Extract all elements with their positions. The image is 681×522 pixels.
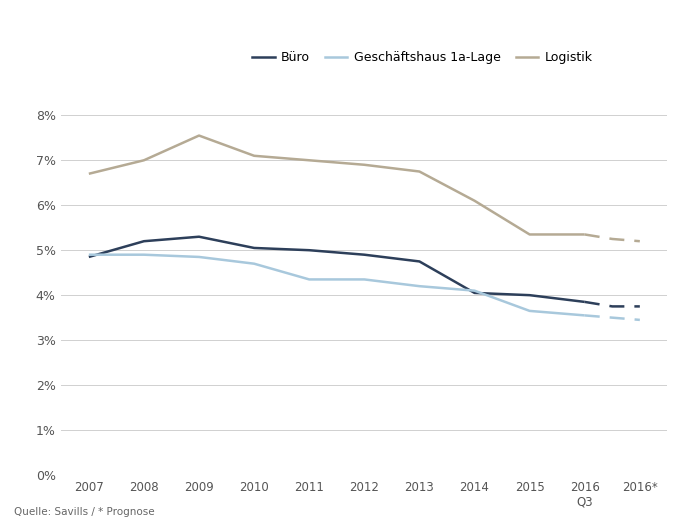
Text: Quelle: Savills / * Prognose: Quelle: Savills / * Prognose: [14, 507, 154, 517]
Text: Spitzenrenditen: Spitzenrenditen: [280, 11, 401, 26]
Legend: Büro, Geschäftshaus 1a-Lage, Logistik: Büro, Geschäftshaus 1a-Lage, Logistik: [247, 46, 597, 69]
